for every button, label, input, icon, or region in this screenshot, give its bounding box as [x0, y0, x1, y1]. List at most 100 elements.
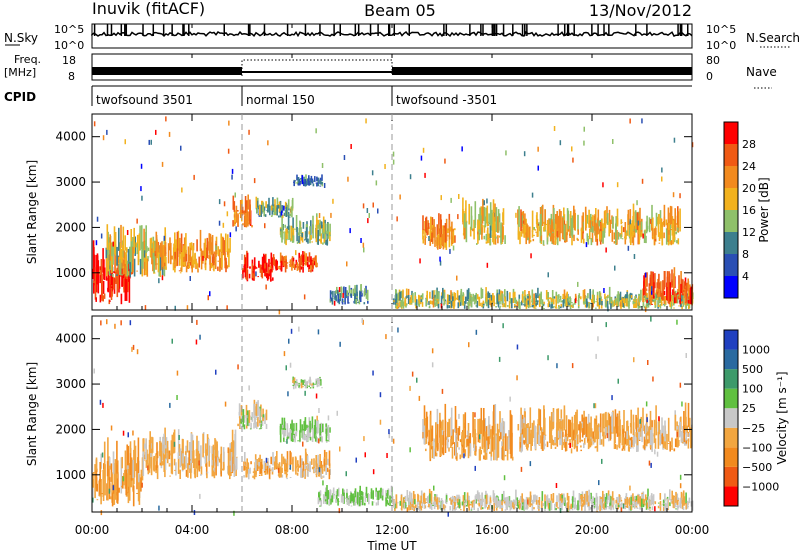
range-gate-speckle — [386, 453, 388, 458]
range-gate-cell — [336, 286, 338, 294]
range-gate-cell — [554, 306, 557, 309]
range-gate-speckle — [235, 226, 237, 232]
range-gate-cell — [531, 434, 533, 446]
range-gate-cell — [154, 250, 157, 257]
range-gate-cell — [488, 213, 490, 225]
range-gate-cell — [516, 301, 519, 307]
range-gate-cell — [396, 305, 398, 309]
range-gate-speckle — [318, 408, 320, 413]
range-gate-speckle — [450, 197, 452, 203]
range-gate-cell — [481, 492, 483, 504]
range-gate-cell — [644, 286, 646, 295]
range-gate-cell — [527, 300, 530, 305]
range-gate-cell — [585, 296, 587, 303]
range-gate-cell — [654, 238, 657, 242]
range-gate-cell — [358, 301, 360, 302]
range-gate-speckle — [147, 465, 149, 471]
range-gate-cell — [585, 491, 587, 501]
range-gate-cell — [308, 267, 310, 272]
range-gate-cell — [653, 282, 655, 299]
range-gate-cell — [583, 417, 585, 435]
range-gate-cell — [487, 443, 490, 449]
range-gate-cell — [661, 301, 663, 306]
range-gate-cell — [527, 304, 530, 309]
range-gate-cell — [546, 494, 549, 501]
range-gate-speckle — [555, 483, 558, 488]
range-gate-cell — [183, 237, 186, 257]
range-gate-cell — [116, 246, 118, 266]
range-gate-cell — [312, 215, 314, 230]
range-gate-cell — [644, 425, 646, 434]
range-gate-cell — [465, 504, 468, 507]
range-gate-cell — [206, 471, 209, 474]
range-gate-cell — [593, 497, 596, 508]
range-gate-cell — [330, 291, 333, 295]
range-gate-cell — [431, 217, 434, 231]
range-gate-cell — [586, 490, 588, 502]
range-gate-cell — [137, 470, 140, 502]
range-gate-cell — [592, 496, 594, 507]
range-gate-cell — [576, 446, 578, 452]
range-gate-cell — [229, 448, 232, 461]
range-gate-cell — [498, 500, 501, 506]
colorbar-tick-label: 8 — [742, 248, 749, 261]
range-gate-cell — [539, 296, 541, 308]
range-gate-cell — [296, 241, 299, 244]
range-gate-cell — [664, 505, 667, 507]
range-gate-cell — [114, 255, 117, 272]
range-gate-speckle — [227, 148, 230, 154]
colorbar-swatch — [724, 144, 738, 166]
range-gate-cell — [683, 411, 685, 433]
range-gate-cell — [227, 234, 229, 256]
range-gate-cell — [465, 439, 468, 448]
range-gate-cell — [94, 271, 97, 300]
range-gate-cell — [657, 505, 660, 509]
range-gate-cell — [487, 223, 489, 226]
range-gate-cell — [462, 495, 465, 507]
range-gate-cell — [639, 296, 641, 303]
range-gate-cell — [526, 297, 529, 301]
range-gate-cell — [155, 255, 157, 270]
range-gate-cell — [523, 304, 525, 306]
range-gate-cell — [556, 238, 558, 240]
range-gate-speckle — [602, 182, 604, 188]
range-gate-cell — [595, 301, 597, 303]
range-gate-cell — [651, 506, 654, 511]
range-gate-cell — [289, 259, 292, 267]
range-gate-speckle — [611, 395, 613, 401]
range-gate-cell — [659, 493, 662, 500]
range-gate-cell — [550, 494, 553, 501]
range-gate-cell — [281, 215, 283, 234]
range-gate-speckle — [537, 419, 539, 425]
range-gate-cell — [524, 213, 526, 225]
range-gate-cell — [162, 266, 165, 270]
range-gate-speckle — [396, 216, 398, 222]
range-gate-cell — [425, 448, 427, 452]
range-gate-cell — [500, 422, 502, 433]
range-gate-cell — [688, 433, 690, 437]
range-gate-speckle — [114, 323, 116, 329]
range-gate-speckle — [622, 503, 625, 509]
range-gate-cell — [209, 247, 211, 265]
range-gate-cell — [213, 253, 215, 266]
range-gate-cell — [677, 211, 680, 233]
range-gate-cell — [120, 457, 123, 494]
range-gate-cell — [590, 416, 592, 437]
range-gate-cell — [532, 238, 535, 242]
range-gate-cell — [556, 237, 559, 246]
range-gate-cell — [288, 216, 291, 218]
range-gate-cell — [100, 479, 102, 505]
range-gate-cell — [596, 503, 598, 506]
range-gate-cell — [491, 209, 493, 231]
range-gate-cell — [232, 440, 235, 454]
range-gate-cell — [450, 407, 453, 436]
range-gate-speckle — [339, 341, 341, 347]
range-gate-cell — [483, 419, 485, 448]
range-gate-cell — [489, 239, 492, 246]
range-gate-cell — [660, 232, 663, 239]
range-gate-cell — [606, 296, 608, 298]
range-gate-cell — [501, 493, 504, 502]
station-title: Inuvik (fitACF) — [92, 0, 205, 18]
range-gate-cell — [347, 302, 350, 304]
range-gate-cell — [259, 205, 261, 216]
